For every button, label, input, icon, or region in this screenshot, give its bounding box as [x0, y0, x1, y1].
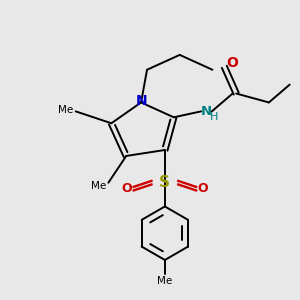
Text: N: N: [135, 94, 147, 108]
Text: O: O: [227, 56, 239, 70]
Text: H: H: [210, 112, 219, 122]
Text: Me: Me: [58, 105, 73, 115]
Text: O: O: [122, 182, 132, 195]
Text: N: N: [201, 105, 212, 118]
Text: S: S: [159, 175, 170, 190]
Text: O: O: [198, 182, 208, 195]
Text: Me: Me: [91, 181, 106, 191]
Text: Me: Me: [157, 276, 172, 286]
